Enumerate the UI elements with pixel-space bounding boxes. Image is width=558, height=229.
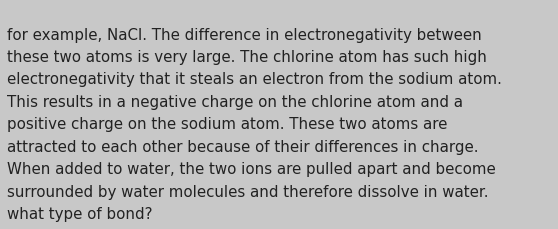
Text: for example, NaCl. The difference in electronegativity between
these two atoms i: for example, NaCl. The difference in ele… (7, 27, 502, 221)
